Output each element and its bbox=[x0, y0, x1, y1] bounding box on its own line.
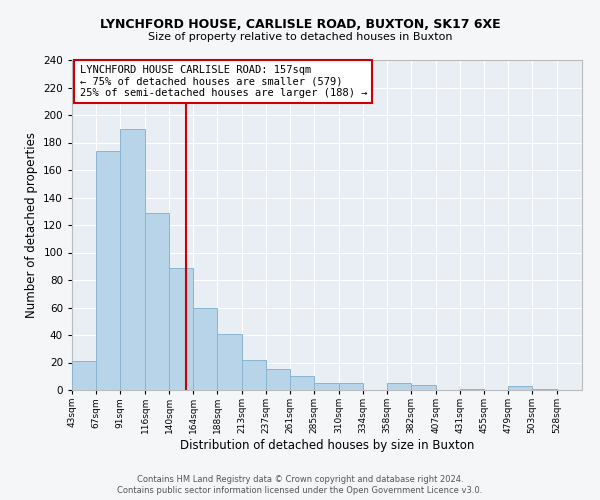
Bar bbox=[169, 268, 193, 390]
Bar bbox=[242, 360, 266, 390]
Text: LYNCHFORD HOUSE, CARLISLE ROAD, BUXTON, SK17 6XE: LYNCHFORD HOUSE, CARLISLE ROAD, BUXTON, … bbox=[100, 18, 500, 30]
Bar bbox=[193, 308, 217, 390]
Text: Contains HM Land Registry data © Crown copyright and database right 2024.: Contains HM Land Registry data © Crown c… bbox=[137, 475, 463, 484]
Bar bbox=[145, 212, 169, 390]
X-axis label: Distribution of detached houses by size in Buxton: Distribution of detached houses by size … bbox=[180, 439, 474, 452]
Bar bbox=[387, 383, 411, 390]
Bar bbox=[266, 370, 290, 390]
Bar bbox=[339, 383, 363, 390]
Y-axis label: Number of detached properties: Number of detached properties bbox=[25, 132, 38, 318]
Bar bbox=[72, 361, 96, 390]
Bar bbox=[508, 386, 532, 390]
Bar bbox=[460, 388, 484, 390]
Bar bbox=[314, 383, 339, 390]
Bar bbox=[411, 384, 436, 390]
Text: Contains public sector information licensed under the Open Government Licence v3: Contains public sector information licen… bbox=[118, 486, 482, 495]
Bar bbox=[120, 128, 145, 390]
Text: Size of property relative to detached houses in Buxton: Size of property relative to detached ho… bbox=[148, 32, 452, 42]
Bar bbox=[290, 376, 314, 390]
Bar bbox=[532, 388, 557, 390]
Bar bbox=[217, 334, 242, 390]
Text: LYNCHFORD HOUSE CARLISLE ROAD: 157sqm
← 75% of detached houses are smaller (579): LYNCHFORD HOUSE CARLISLE ROAD: 157sqm ← … bbox=[80, 65, 367, 98]
Bar bbox=[96, 151, 120, 390]
